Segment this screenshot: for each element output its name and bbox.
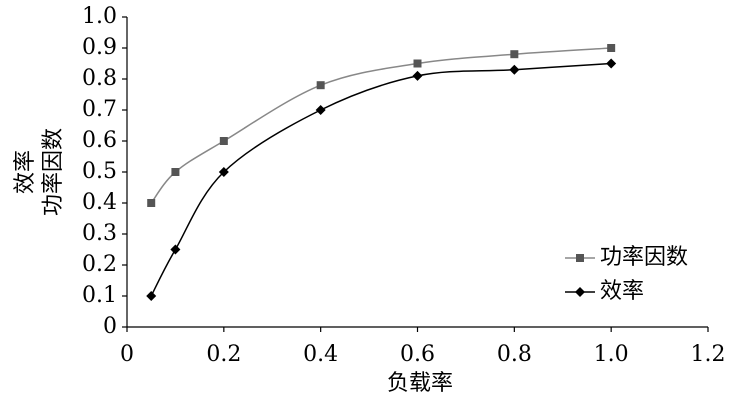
y-tick-label: 0.3 [82,221,117,246]
data-point [219,137,228,145]
data-point [413,59,422,68]
y-tick-label: 0.5 [82,159,117,184]
legend-label: 功率因数 [600,245,688,270]
y-tick-label: 0.7 [82,97,117,122]
data-point [147,199,156,207]
data-point [146,291,157,301]
y-axis-title: 功率因数 [41,128,66,216]
legend-marker [576,254,584,262]
x-tick-label: 1.0 [594,342,629,367]
y-tick-label: 0.8 [82,66,117,91]
x-tick-label: 0.2 [206,342,241,367]
y-axis-title: 效率 [13,150,38,194]
y-tick-label: 0 [103,314,117,339]
series-line [150,62,612,297]
data-point [509,64,520,75]
data-point [315,105,326,115]
y-tick-label: 0.6 [82,128,117,153]
x-tick-label: 0.8 [497,342,532,367]
y-tick-label: 0.1 [82,283,117,308]
data-point [316,81,325,90]
y-tick-label: 1.0 [82,4,117,29]
data-point [510,50,519,59]
legend-marker [575,287,585,297]
y-tick-label: 0.4 [82,190,117,215]
data-point [412,70,423,81]
data-point [170,244,181,255]
x-tick-label: 0.4 [303,342,338,367]
x-axis-title: 负载率 [387,371,453,396]
data-point [218,167,229,177]
data-point [607,44,616,52]
x-tick-label: 0.6 [400,342,435,367]
data-point [171,168,180,176]
x-tick-label: 1.2 [691,342,726,367]
legend-label: 效率 [600,279,644,304]
series-line [150,47,612,204]
x-tick-label: 0 [120,342,134,367]
y-tick-label: 0.9 [82,35,117,60]
y-tick-label: 0.2 [82,252,117,277]
data-point [606,58,617,69]
